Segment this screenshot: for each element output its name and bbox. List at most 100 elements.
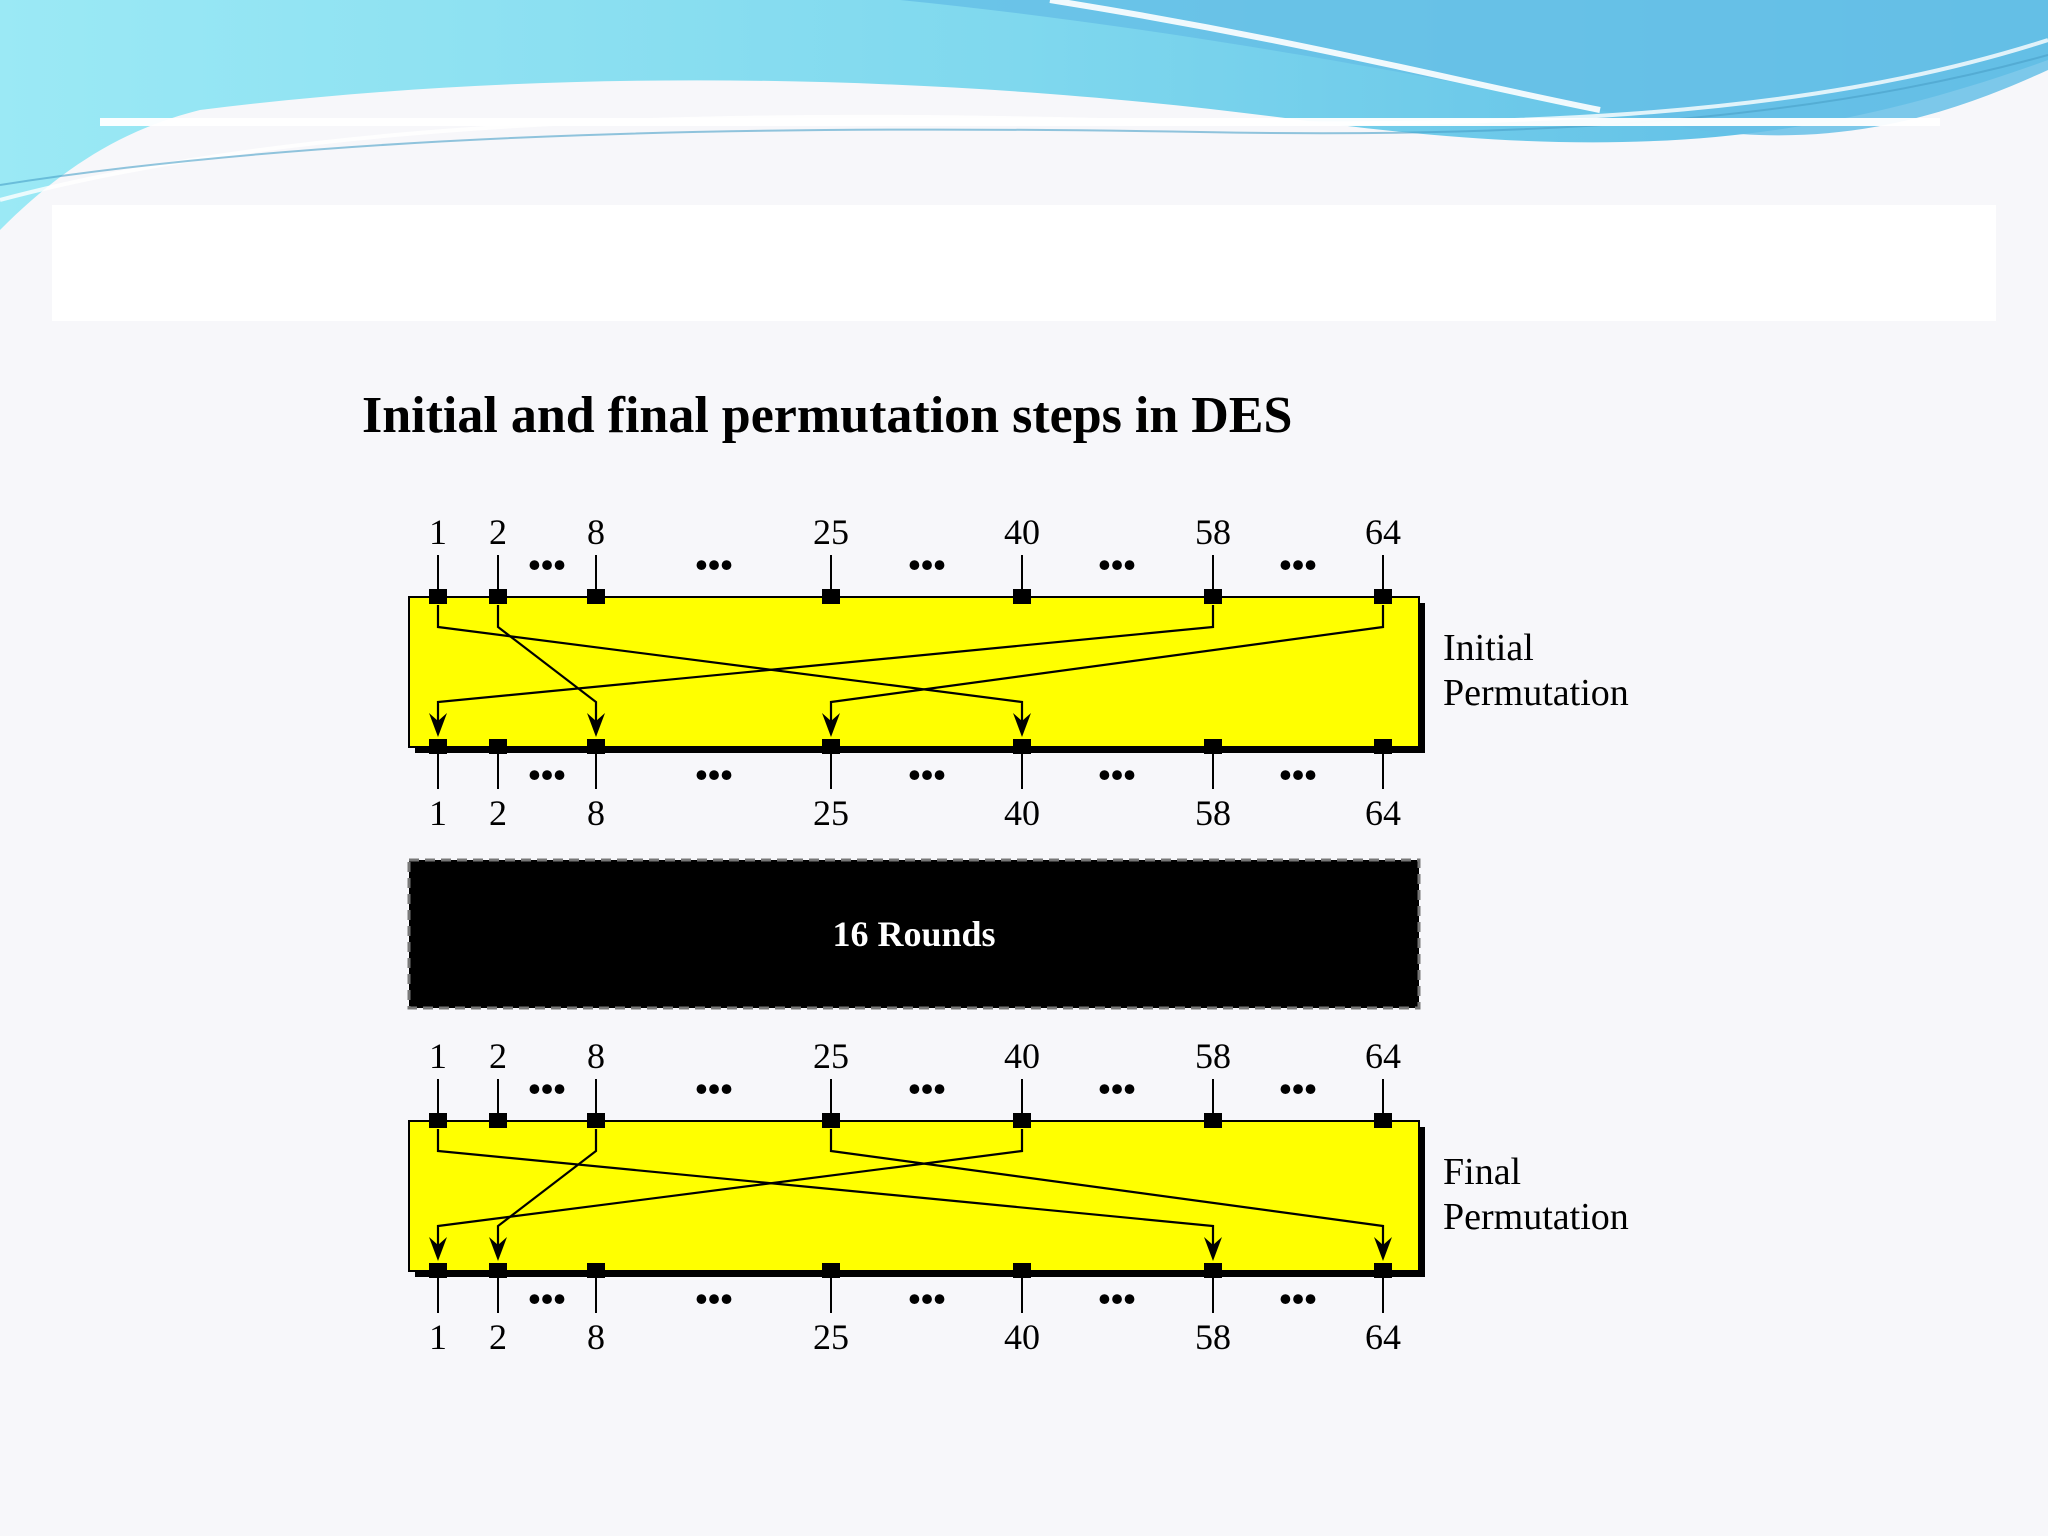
initial-permutation-arrowhead	[587, 713, 605, 737]
initial-permutation-output-label: 1	[429, 793, 447, 833]
final-permutation-input-pin	[1013, 1113, 1031, 1128]
final-permutation-input-label: 58	[1195, 1036, 1231, 1076]
initial-permutation-output-ellipsis: •••	[695, 755, 733, 795]
initial-permutation-input-ellipsis: •••	[695, 545, 733, 585]
diagram-title: Initial and final permutation steps in D…	[362, 387, 1293, 444]
initial-permutation-wire	[436, 605, 1024, 729]
final-permutation-input-pin	[822, 1113, 840, 1128]
final-permutation-input-label: 40	[1004, 1036, 1040, 1076]
initial-permutation-wire	[829, 605, 1385, 729]
header-wave-decoration	[0, 0, 2048, 230]
initial-permutation-input-label: 8	[587, 512, 605, 552]
final-permutation-output-ellipsis: •••	[528, 1279, 566, 1319]
rounds-label: 16 Rounds	[832, 914, 995, 954]
final-permutation-output-pin	[489, 1263, 507, 1278]
title-placeholder-band	[52, 205, 1996, 321]
final-permutation-arrowhead	[489, 1237, 507, 1261]
final-permutation-wire	[436, 1129, 1024, 1253]
initial-permutation-output-ellipsis: •••	[908, 755, 946, 795]
final-permutation-input-ellipsis: •••	[695, 1069, 733, 1109]
final-permutation-arrowhead	[1374, 1237, 1392, 1261]
initial-permutation-output-pin	[1374, 739, 1392, 754]
final-permutation-input-label: 25	[813, 1036, 849, 1076]
initial-permutation-output-label: 25	[813, 793, 849, 833]
final-permutation-output-pin	[822, 1263, 840, 1278]
initial-permutation-input-pin	[1204, 589, 1222, 604]
final-permutation-input-ellipsis: •••	[1098, 1069, 1136, 1109]
final-permutation-arrowhead	[429, 1237, 447, 1261]
initial-permutation-input-pin	[429, 589, 447, 604]
final-permutation-wire	[829, 1129, 1385, 1253]
initial-permutation-output-label: 64	[1365, 793, 1401, 833]
initial-permutation-output-ellipsis: •••	[1098, 755, 1136, 795]
initial-permutation-output-pin	[489, 739, 507, 754]
rounds-box	[407, 858, 1421, 1010]
initial-permutation-output-label: 58	[1195, 793, 1231, 833]
initial-permutation-output-ellipsis: •••	[528, 755, 566, 795]
initial-permutation-input-label: 2	[489, 512, 507, 552]
final-permutation-input-ellipsis: •••	[528, 1069, 566, 1109]
initial-permutation-output-pin	[1204, 739, 1222, 754]
initial-permutation-input-pin	[822, 589, 840, 604]
final-permutation-side-label-line2: Permutation	[1443, 1196, 1629, 1238]
final-permutation-input-label: 8	[587, 1036, 605, 1076]
final-permutation-input-pin	[587, 1113, 605, 1128]
initial-permutation-input-ellipsis: •••	[1279, 545, 1317, 585]
initial-permutation-input-ellipsis: •••	[908, 545, 946, 585]
final-permutation-output-ellipsis: •••	[695, 1279, 733, 1319]
initial-permutation-output-pin	[587, 739, 605, 754]
final-permutation-input-label: 1	[429, 1036, 447, 1076]
final-permutation-output-pin	[429, 1263, 447, 1278]
final-permutation-output-ellipsis: •••	[1098, 1279, 1136, 1319]
initial-permutation-side-label-line2: Permutation	[1443, 672, 1629, 714]
initial-permutation-wire	[436, 605, 1215, 729]
initial-permutation-arrowhead	[429, 713, 447, 737]
final-permutation-output-label: 25	[813, 1317, 849, 1357]
initial-permutation-output-pin	[822, 739, 840, 754]
final-permutation-input-label: 64	[1365, 1036, 1401, 1076]
initial-permutation-input-label: 40	[1004, 512, 1040, 552]
final-permutation-arrowhead	[1204, 1237, 1222, 1261]
final-permutation-input-ellipsis: •••	[908, 1069, 946, 1109]
final-permutation-output-label: 8	[587, 1317, 605, 1357]
final-permutation-output-pin	[1013, 1263, 1031, 1278]
initial-permutation-input-label: 58	[1195, 512, 1231, 552]
initial-permutation-input-pin	[1013, 589, 1031, 604]
final-permutation-output-ellipsis: •••	[1279, 1279, 1317, 1319]
initial-permutation-output-pin	[429, 739, 447, 754]
initial-permutation-box	[408, 596, 1420, 748]
initial-permutation-input-label: 64	[1365, 512, 1401, 552]
initial-permutation-arrowhead	[1013, 713, 1031, 737]
initial-permutation-input-label: 1	[429, 512, 447, 552]
initial-permutation-output-label: 8	[587, 793, 605, 833]
initial-permutation-input-ellipsis: •••	[528, 545, 566, 585]
initial-permutation-input-label: 25	[813, 512, 849, 552]
final-permutation-output-pin	[1204, 1263, 1222, 1278]
initial-permutation-input-pin	[1374, 589, 1392, 604]
initial-permutation-input-pin	[587, 589, 605, 604]
initial-permutation-input-ellipsis: •••	[1098, 545, 1136, 585]
initial-permutation-output-label: 40	[1004, 793, 1040, 833]
initial-permutation-output-label: 2	[489, 793, 507, 833]
final-permutation-side-label-line1: Final	[1443, 1151, 1521, 1193]
final-permutation-output-label: 64	[1365, 1317, 1401, 1357]
initial-permutation-output-pin	[1013, 739, 1031, 754]
initial-permutation-side-label-line1: Initial	[1443, 627, 1534, 669]
initial-permutation-output-ellipsis: •••	[1279, 755, 1317, 795]
final-permutation-input-pin	[429, 1113, 447, 1128]
final-permutation-output-label: 40	[1004, 1317, 1040, 1357]
final-permutation-output-label: 58	[1195, 1317, 1231, 1357]
final-permutation-input-pin	[1204, 1113, 1222, 1128]
final-permutation-output-label: 1	[429, 1317, 447, 1357]
final-permutation-input-pin	[1374, 1113, 1392, 1128]
final-permutation-output-ellipsis: •••	[908, 1279, 946, 1319]
final-permutation-output-pin	[587, 1263, 605, 1278]
final-permutation-input-label: 2	[489, 1036, 507, 1076]
initial-permutation-arrowhead	[822, 713, 840, 737]
final-permutation-output-label: 2	[489, 1317, 507, 1357]
final-permutation-wire	[436, 1129, 1215, 1253]
initial-permutation-wire	[496, 605, 598, 729]
final-permutation-input-ellipsis: •••	[1279, 1069, 1317, 1109]
initial-permutation-input-pin	[489, 589, 507, 604]
